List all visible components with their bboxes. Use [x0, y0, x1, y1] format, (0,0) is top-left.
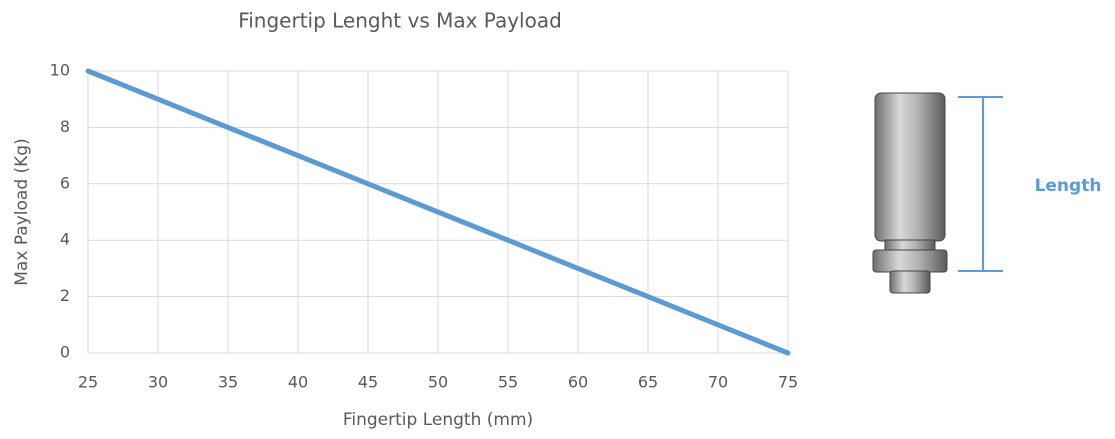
- y-tick-label: 2: [60, 286, 70, 305]
- fingertip-diagram: Length: [872, 92, 1102, 294]
- x-tick-label: 70: [708, 373, 728, 392]
- length-label: Length: [1035, 176, 1102, 196]
- grid: [87, 70, 789, 354]
- fingertip-neck: [884, 239, 936, 252]
- y-tick-label: 10: [50, 61, 70, 80]
- fingertip-flange: [872, 249, 948, 273]
- x-tick-label: 30: [148, 373, 168, 392]
- fingertip-tip: [889, 270, 931, 294]
- y-tick-label: 6: [60, 173, 70, 192]
- y-tick-label: 0: [60, 343, 70, 362]
- x-tick-label: 25: [78, 373, 98, 392]
- x-tick-label: 65: [638, 373, 658, 392]
- y-tick-label: 4: [60, 230, 70, 249]
- x-tick-label: 60: [568, 373, 588, 392]
- x-tick-label: 45: [358, 373, 378, 392]
- y-tick-label: 8: [60, 117, 70, 136]
- x-tick-label: 75: [778, 373, 798, 392]
- x-axis-label: Fingertip Length (mm): [343, 410, 533, 430]
- x-tick-label: 55: [498, 373, 518, 392]
- x-tick-label: 50: [428, 373, 448, 392]
- y-axis-label: Max Payload (Kg): [12, 138, 32, 285]
- series-line: [85, 68, 791, 356]
- chart-title: Fingertip Lenght vs Max Payload: [238, 9, 562, 33]
- x-tick-label: 40: [288, 373, 308, 392]
- x-tick-label: 35: [218, 373, 238, 392]
- fingertip-body: [874, 92, 946, 242]
